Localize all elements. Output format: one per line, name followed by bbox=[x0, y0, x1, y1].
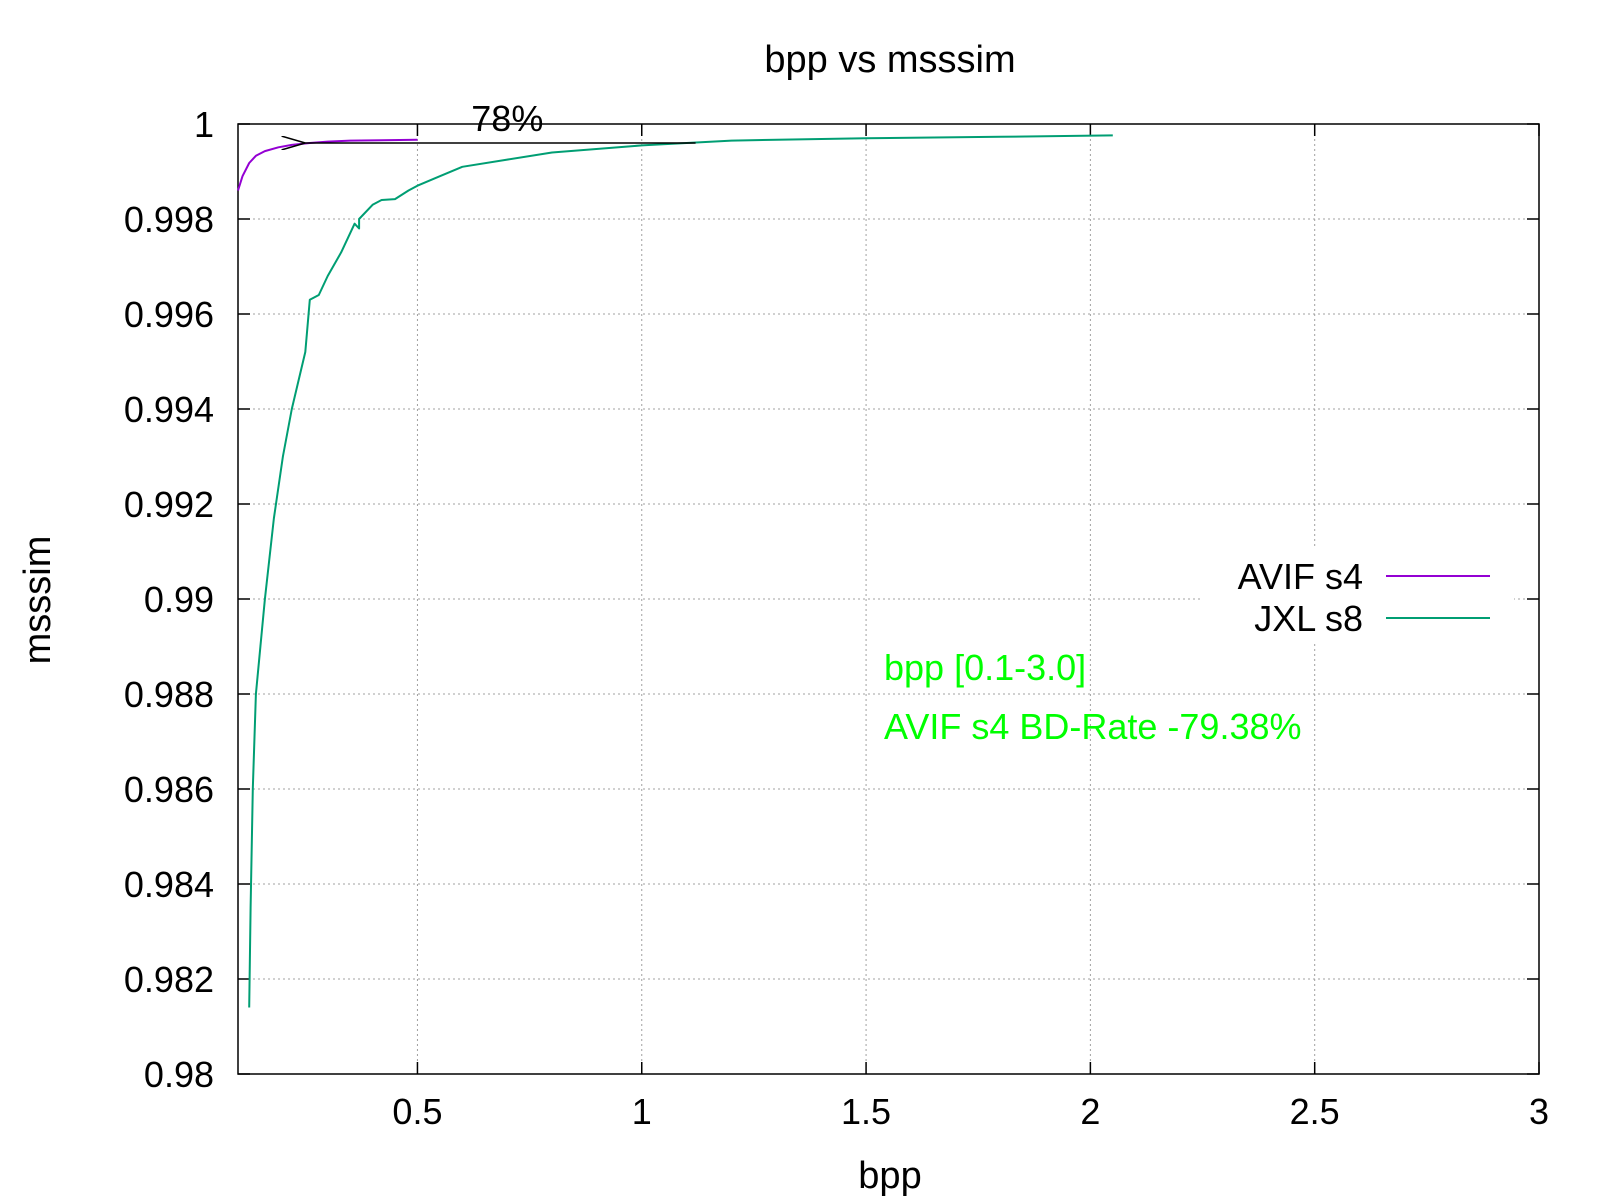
y-tick-label: 0.986 bbox=[124, 769, 214, 810]
y-tick-label: 0.984 bbox=[124, 864, 214, 905]
legend-label: JXL s8 bbox=[1254, 598, 1363, 639]
series-layer bbox=[237, 134, 1113, 1008]
x-tick-label: 3 bbox=[1529, 1091, 1549, 1132]
y-tick-label: 0.992 bbox=[124, 484, 214, 525]
chart-title: bpp vs msssim bbox=[764, 39, 1015, 81]
annotation-text: 78% bbox=[471, 98, 543, 139]
x-tick-label: 1.5 bbox=[841, 1091, 891, 1132]
x-tick-label: 2 bbox=[1080, 1091, 1100, 1132]
y-tick-label: 0.99 bbox=[144, 579, 214, 620]
annotation-text: bpp [0.1-3.0] bbox=[884, 647, 1086, 688]
y-tick-label: 0.998 bbox=[124, 199, 214, 240]
annotation-text: AVIF s4 BD-Rate -79.38% bbox=[884, 706, 1302, 747]
series-line-avif-s4 bbox=[237, 138, 418, 191]
y-tick-label: 0.994 bbox=[124, 389, 214, 430]
x-tick-label: 1 bbox=[632, 1091, 652, 1132]
y-axis-label: msssim bbox=[17, 536, 59, 665]
series-line-jxl-s8 bbox=[248, 134, 1113, 1008]
annotation-layer: 78% bpp [0.1-3.0] AVIF s4 BD-Rate -79.38% bbox=[305, 98, 1302, 747]
y-tick-label: 0.988 bbox=[124, 674, 214, 715]
ticks: 0.5 1 1.5 2 2.5 3 0.98 0.982 0.984 0.986 0.988 0.99… bbox=[124, 104, 1549, 1132]
y-tick-label: 0.98 bbox=[144, 1054, 214, 1095]
y-tick-label: 1 bbox=[194, 104, 214, 145]
y-tick-label: 0.982 bbox=[124, 959, 214, 1000]
x-tick-label: 2.5 bbox=[1290, 1091, 1340, 1132]
x-axis-label: bpp bbox=[858, 1155, 921, 1197]
legend-label: AVIF s4 bbox=[1238, 556, 1363, 597]
y-tick-label: 0.996 bbox=[124, 294, 214, 335]
grid bbox=[238, 124, 1539, 1074]
legend-background bbox=[1200, 548, 1514, 642]
x-tick-label: 0.5 bbox=[392, 1091, 442, 1132]
